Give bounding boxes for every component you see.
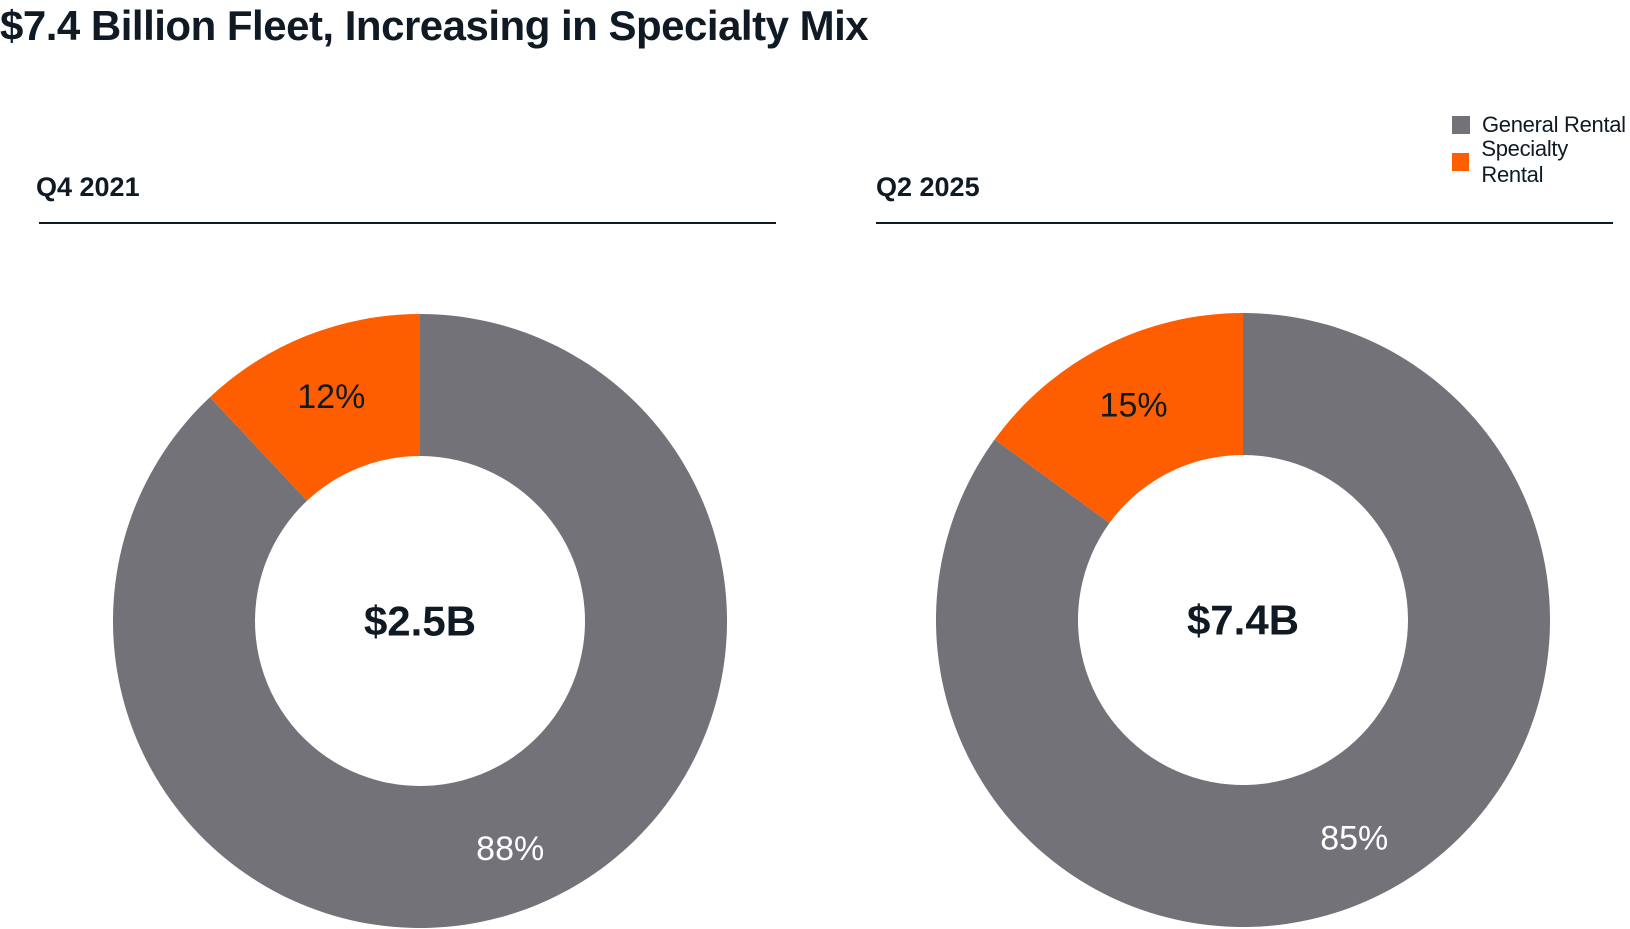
slice-label-specialty-rental-q4-2021: 12% (297, 378, 365, 416)
slice-label-specialty-rental-q2-2025: 15% (1100, 386, 1168, 424)
legend-item-specialty-rental: Specialty Rental (1452, 136, 1630, 187)
panel-rule-left (39, 222, 776, 224)
center-total-q4-2021: $2.5B (364, 598, 476, 645)
legend-label-general-rental: General Rental (1482, 111, 1626, 137)
legend: General Rental Specialty Rental (1452, 106, 1630, 187)
panel-title-right: Q2 2025 (876, 172, 980, 202)
panel-rule-right (876, 222, 1613, 224)
panel-title-left: Q4 2021 (36, 172, 140, 202)
slice-label-general-rental-q2-2025: 85% (1320, 819, 1388, 857)
legend-swatch-general-rental (1452, 115, 1470, 134)
donut-chart-q4-2021: 12% 88% $2.5B (112, 314, 727, 929)
legend-label-specialty-rental: Specialty Rental (1481, 135, 1568, 187)
slice-specialty-rental-q4-2021 (209, 314, 420, 501)
chart-title: $7.4 Billion Fleet, Increasing in Specia… (0, 2, 869, 49)
slice-specialty-rental-q2-2025 (994, 313, 1243, 524)
legend-swatch-specialty-rental (1452, 152, 1470, 171)
center-total-q2-2025: $7.4B (1187, 597, 1299, 644)
slice-general-rental-q4-2021 (112, 314, 727, 929)
slice-general-rental-q2-2025 (936, 313, 1551, 927)
legend-item-general-rental: General Rental (1452, 106, 1630, 143)
donut-chart-q2-2025: 15% 85% $7.4B (936, 313, 1551, 927)
slice-label-general-rental-q4-2021: 88% (476, 830, 544, 868)
